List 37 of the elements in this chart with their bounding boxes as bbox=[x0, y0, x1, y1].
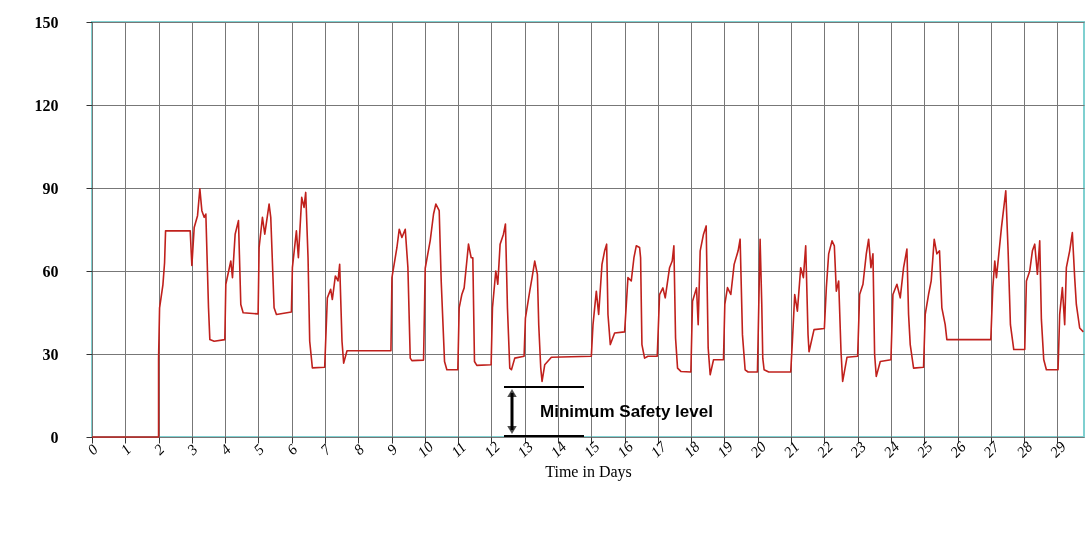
x-tick-label: 27 bbox=[980, 437, 1004, 461]
x-tick-label: 0 bbox=[84, 440, 102, 458]
y-tick-label: 90 bbox=[42, 179, 59, 197]
y-tick-label: 150 bbox=[34, 13, 59, 31]
x-tick-label: 13 bbox=[514, 438, 537, 461]
x-tick-label: 21 bbox=[780, 438, 803, 461]
x-tick-label: 17 bbox=[647, 437, 671, 461]
x-tick-label: 18 bbox=[680, 438, 704, 461]
x-tick-label: 20 bbox=[747, 438, 770, 461]
x-tick-label: 15 bbox=[580, 438, 604, 461]
x-tick-label: 14 bbox=[547, 438, 570, 461]
x-tick-label: 6 bbox=[283, 440, 301, 458]
x-tick-label: 26 bbox=[947, 438, 970, 461]
x-tick-label: 12 bbox=[481, 438, 504, 461]
x-tick-label: 11 bbox=[448, 438, 470, 461]
x-tick-label: 9 bbox=[383, 440, 401, 458]
x-tick-label: 28 bbox=[1013, 438, 1036, 461]
y-tick-label: 60 bbox=[42, 262, 59, 280]
y-tick-label: 30 bbox=[42, 345, 59, 363]
x-tick-label: 22 bbox=[813, 438, 837, 461]
x-tick-label: 10 bbox=[414, 438, 437, 461]
x-tick-label: 19 bbox=[714, 438, 737, 461]
x-tick-label: 29 bbox=[1046, 438, 1070, 461]
x-tick-label: 8 bbox=[350, 440, 368, 458]
x-tick-label: 3 bbox=[183, 441, 201, 459]
x-tick-label: 4 bbox=[217, 440, 235, 458]
x-tick-label: 1 bbox=[117, 441, 135, 458]
x-tick-label: 16 bbox=[614, 438, 637, 461]
x-tick-label: 2 bbox=[150, 440, 168, 458]
x-tick-label: 24 bbox=[880, 438, 903, 461]
x-axis-title: Time in Days bbox=[545, 463, 632, 482]
x-tick-label: 25 bbox=[913, 438, 937, 461]
y-tick-label: 120 bbox=[34, 96, 59, 114]
annotation: Minimum Safety level bbox=[540, 401, 713, 421]
x-tick-label: 5 bbox=[250, 440, 268, 458]
x-tick-label: 23 bbox=[847, 438, 870, 461]
x-tick-label: 7 bbox=[317, 440, 335, 458]
